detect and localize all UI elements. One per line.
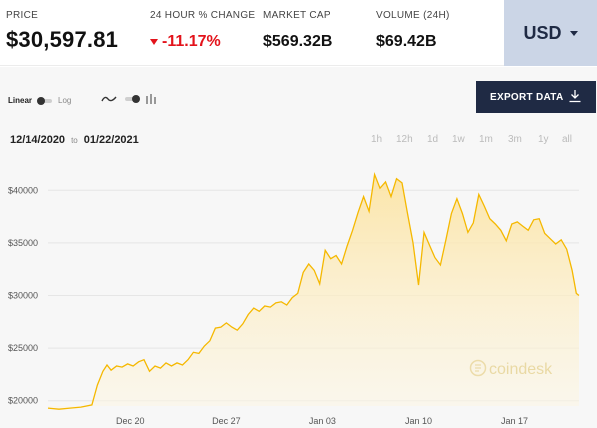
- download-icon: [569, 90, 581, 103]
- change-label: 24 HOUR % CHANGE: [150, 10, 256, 21]
- range-1d[interactable]: 1d: [427, 134, 439, 145]
- export-data-label: EXPORT DATA: [490, 91, 564, 103]
- export-data-button[interactable]: EXPORT DATA: [476, 81, 596, 113]
- date-range: 12/14/2020 to 01/22/2021: [10, 134, 139, 146]
- scale-switch[interactable]: [37, 96, 53, 105]
- y-tick-label: $25000: [8, 343, 38, 353]
- volume-stat: VOLUME (24H) $69.42B: [376, 10, 450, 51]
- price-stat: PRICE $30,597.81: [6, 10, 118, 53]
- time-range-buttons: 1h 12h 1d 1w 1m 3m 1y all: [0, 134, 597, 148]
- y-axis-labels: $20000 $25000 $30000 $35000 $40000: [8, 185, 38, 405]
- x-tick-label: Dec 20: [116, 416, 145, 426]
- price-label: PRICE: [6, 10, 39, 21]
- y-tick-label: $20000: [8, 396, 38, 406]
- date-range-to: to: [71, 136, 78, 145]
- volume-value: $69.42B: [376, 33, 437, 50]
- y-tick-label: $35000: [8, 238, 38, 248]
- x-tick-label: Jan 17: [501, 416, 528, 426]
- x-tick-label: Jan 03: [309, 416, 336, 426]
- chart-type-toggle[interactable]: [101, 93, 157, 105]
- date-range-end: 01/22/2021: [83, 134, 139, 146]
- x-axis-labels: Dec 20 Dec 27 Jan 03 Jan 10 Jan 17: [116, 416, 528, 426]
- price-line: [47, 172, 580, 410]
- coindesk-watermark-text: coindesk: [489, 361, 553, 378]
- chart-type-switch-knob: [132, 95, 140, 103]
- chart-type-switch[interactable]: [125, 95, 140, 103]
- market-cap-value: $569.32B: [263, 33, 333, 50]
- range-1w[interactable]: 1w: [452, 134, 465, 145]
- currency-dropdown[interactable]: USD: [504, 0, 597, 66]
- change-stat: 24 HOUR % CHANGE -11.17%: [150, 10, 255, 51]
- volume-label: VOLUME (24H): [376, 10, 450, 21]
- range-1m[interactable]: 1m: [479, 134, 493, 145]
- date-range-start: 12/14/2020: [10, 134, 66, 146]
- price-value: $30,597.81: [6, 27, 119, 52]
- bar-chart-icon[interactable]: [145, 93, 157, 105]
- range-12h[interactable]: 12h: [396, 134, 413, 145]
- price-chart[interactable]: $20000$25000$30000$35000$40000 Dec 20 Dec…: [0, 164, 597, 428]
- market-cap-label: MARKET CAP: [263, 10, 331, 21]
- change-value: -11.17%: [162, 33, 221, 50]
- range-1h[interactable]: 1h: [371, 134, 383, 145]
- chart-panel: Linear Log EXPORT DATA 12/14/2020 to 01/…: [0, 67, 597, 428]
- scale-linear-label: Linear: [8, 96, 33, 105]
- y-tick-label: $30000: [8, 291, 38, 301]
- scale-log-label: Log: [58, 96, 72, 105]
- scale-toggle[interactable]: Linear Log: [8, 96, 71, 105]
- scale-switch-knob: [37, 96, 46, 105]
- price-area-fill: [48, 174, 579, 410]
- x-tick-label: Jan 10: [405, 416, 432, 426]
- market-cap-stat: MARKET CAP $569.32B: [263, 10, 332, 51]
- caret-down-icon: [569, 30, 578, 36]
- change-value-row: -11.17%: [150, 33, 255, 51]
- range-all[interactable]: all: [562, 134, 573, 145]
- range-3m[interactable]: 3m: [508, 134, 522, 145]
- coindesk-logo: coindesk: [469, 359, 553, 378]
- line-chart-icon[interactable]: [101, 94, 117, 104]
- stats-bar: PRICE $30,597.81 24 HOUR % CHANGE -11.17…: [0, 0, 597, 66]
- down-arrow-icon: [150, 39, 158, 45]
- currency-selected: USD: [523, 22, 562, 43]
- range-1y[interactable]: 1y: [538, 134, 549, 145]
- x-tick-label: Dec 27: [212, 416, 241, 426]
- y-tick-label: $40000: [8, 185, 38, 195]
